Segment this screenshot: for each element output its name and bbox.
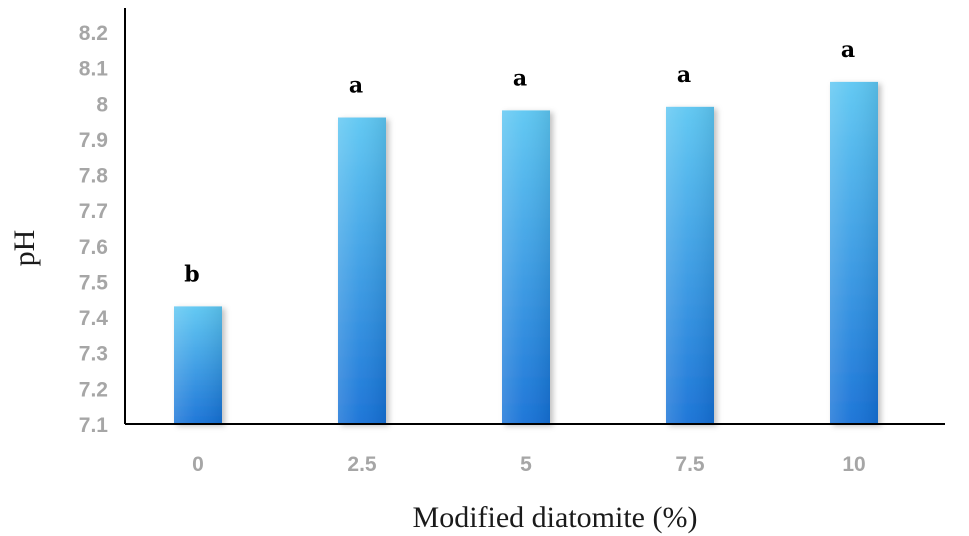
bar-highlight <box>338 117 386 424</box>
y-tick-label: 7.1 <box>79 414 109 437</box>
x-axis-tick-labels: 0 2.5 5 7.5 10 <box>192 453 866 476</box>
x-tick-label: 5 <box>520 453 532 476</box>
y-tick-label: 7.9 <box>79 129 108 152</box>
significance-letter: a <box>513 65 527 91</box>
x-tick-label: 0 <box>192 453 204 476</box>
y-axis-tick-labels: 7.1 7.2 7.3 7.4 7.5 7.6 7.7 7.8 7.9 8 8.1 8.2 <box>79 22 109 437</box>
y-tick-label: 7.6 <box>79 236 108 259</box>
bars <box>174 81 878 425</box>
bar-highlight <box>830 81 878 425</box>
bar-highlight <box>174 306 222 424</box>
x-tick-label: 10 <box>842 453 865 476</box>
significance-letter: a <box>841 37 855 63</box>
x-tick-label: 2.5 <box>347 453 377 476</box>
y-tick-label: 7.3 <box>79 343 108 366</box>
y-tick-label: 8.2 <box>79 22 108 45</box>
significance-letter: a <box>349 73 363 99</box>
y-tick-label: 8.1 <box>79 58 109 81</box>
significance-letter: b <box>184 261 199 287</box>
x-axis-title: Modified diatomite (%) <box>413 501 698 534</box>
bar-highlight <box>666 106 714 424</box>
y-tick-label: 7.4 <box>79 307 109 330</box>
y-tick-label: 7.2 <box>79 378 108 401</box>
x-tick-label: 7.5 <box>675 453 705 476</box>
significance-letter: a <box>677 62 691 88</box>
y-axis-title: pH <box>8 230 41 267</box>
significance-labels: b a a a a <box>184 37 855 288</box>
y-tick-label: 7.5 <box>79 271 109 294</box>
y-tick-label: 7.7 <box>79 200 108 223</box>
y-tick-label: 7.8 <box>79 165 109 188</box>
bar-highlight <box>502 110 550 425</box>
y-tick-label: 8 <box>96 93 108 116</box>
